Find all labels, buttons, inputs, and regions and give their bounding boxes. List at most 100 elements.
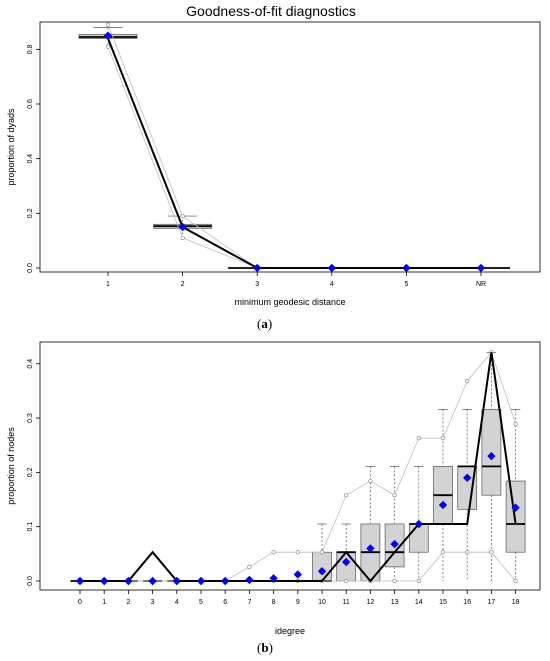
chart-b-mean-marker <box>317 567 327 576</box>
chart-b-ci-low-point <box>416 578 421 584</box>
chart-b-observed-line <box>80 352 517 583</box>
chart-b-ci-low-point <box>344 578 349 584</box>
chart-b-x-tick-label: 0 <box>78 599 82 606</box>
chart-a-ci-high-point <box>180 213 185 219</box>
chart-b-ci-high-point <box>368 478 373 484</box>
chart-b-x-tick-label: 5 <box>199 599 203 606</box>
caption-b-letter: b <box>261 640 269 655</box>
chart-b-mean-marker <box>342 557 351 567</box>
chart-b-ci-low-point <box>392 578 397 584</box>
chart-a-ci-low-line <box>107 46 481 269</box>
chart-b-ci-high-point <box>416 436 421 441</box>
chart-b: 0.00.10.20.30.40 1 2 3 4 5 6 7 8 9 10 11 12 13 14 15 16 1… <box>6 341 541 636</box>
chart-a-x-tick-label: 2 <box>181 281 185 288</box>
chart-b-y-axis-label: proportion of nodes <box>6 427 16 505</box>
chart-b-ci-low-point <box>513 578 518 584</box>
chart-b-x-tick-label: 18 <box>512 599 520 606</box>
chart-b-x-tick-label: 9 <box>296 599 300 606</box>
chart-b-x-tick-label: 6 <box>223 599 227 606</box>
chart-a-mean-marker <box>178 222 187 232</box>
chart-b-y-tick-label: 0.4 <box>27 359 34 369</box>
chart-a-x-tick-label: 1 <box>106 281 110 288</box>
chart-b-x-tick-label: 16 <box>463 599 471 606</box>
chart-b-mean-marker <box>293 570 302 579</box>
chart-a-x-tick-label: NR <box>476 281 486 288</box>
chart-b-mean-marker <box>245 575 254 585</box>
chart-a: 0.0 0.2 0.4 0.6 0.8 1 2 3 4 5 NR minimum geodesic d… <box>6 21 541 307</box>
chart-b-ci-high-point <box>513 421 518 427</box>
chart-b-mean-marker <box>511 503 520 512</box>
chart-a-mean-marker <box>402 263 411 273</box>
chart-b-box <box>408 523 429 553</box>
chart-b-ci-high-point <box>392 493 397 498</box>
chart-a-ci-low-point <box>105 44 111 49</box>
chart-b-ci-high-point <box>465 379 470 384</box>
chart-b-x-tick-label: 10 <box>318 599 326 606</box>
chart-b-x-tick-label: 1 <box>102 599 106 606</box>
chart-a-mean-marker <box>476 263 486 273</box>
chart-b-x-tick-label: 2 <box>126 599 130 606</box>
chart-a-x-axis-label: minimum geodesic distance <box>234 297 345 307</box>
chart-b-box <box>312 551 332 582</box>
chart-b-x-tick-label: 11 <box>343 599 350 606</box>
chart-b-plot-frame <box>39 341 541 591</box>
chart-a-mean-marker <box>327 263 336 273</box>
chart-a-ci-high-line <box>107 24 481 269</box>
chart-a-ci-high-point <box>105 22 111 27</box>
chart-b-x-tick-label: 13 <box>391 599 399 606</box>
figure-title: Goodness-of-fit diagnostics <box>186 3 356 19</box>
chart-b-box <box>505 480 526 553</box>
chart-b-mean-marker <box>75 576 85 586</box>
chart-b-mean-marker <box>172 576 181 586</box>
chart-a-y-tick-label: 0.6 <box>27 99 34 109</box>
chart-a-observed-line <box>107 38 481 269</box>
chart-b-x-tick-label: 3 <box>151 599 155 606</box>
chart-b-mean-marker <box>221 576 230 586</box>
chart-a-x-tick-label: 4 <box>330 281 334 288</box>
chart-b-mean-marker <box>414 519 423 529</box>
chart-b-ci-high-point <box>319 550 325 555</box>
chart-b-x-tick-label: 12 <box>367 599 375 606</box>
chart-b-mean-marker <box>269 574 278 583</box>
chart-a-x-tick-label: 3 <box>255 281 259 288</box>
chart-b-ci-high-point <box>247 564 252 569</box>
caption-a: (a) <box>257 316 273 331</box>
chart-b-mean-marker <box>390 539 399 549</box>
chart-b-y-tick-label: 0.3 <box>27 413 34 423</box>
chart-b-ci-high-point <box>271 550 276 555</box>
chart-b-mean-marker <box>124 576 133 586</box>
chart-b-ci-high-point <box>344 493 349 498</box>
chart-b-x-tick-label: 7 <box>247 599 251 606</box>
chart-b-mean-marker <box>463 473 472 482</box>
chart-b-mean-marker <box>100 576 109 586</box>
chart-b-y-tick-label: 0.1 <box>27 522 34 532</box>
chart-b-ci-high-point <box>295 550 300 555</box>
chart-b-x-tick-label: 15 <box>439 599 447 606</box>
chart-b-x-tick-label: 14 <box>415 599 423 606</box>
chart-a-plot-frame <box>39 21 541 273</box>
chart-b-ci-low-point <box>489 550 494 555</box>
chart-b-ci-high-point <box>440 436 446 441</box>
chart-a-x-tick-label: 5 <box>404 281 408 288</box>
chart-b-ci-low-point <box>440 550 446 555</box>
chart-b-x-tick-label: 17 <box>488 599 496 606</box>
chart-a-mean-marker <box>253 263 262 273</box>
chart-a-ci-low-point <box>180 235 185 241</box>
chart-b-ci-low-point <box>465 550 470 555</box>
chart-a-y-tick-label: 0.2 <box>27 208 34 218</box>
chart-b-mean-marker <box>148 576 157 586</box>
chart-a-y-tick-label: 0.0 <box>27 263 34 273</box>
chart-a-y-axis-label: proportion of dyads <box>6 108 16 186</box>
chart-a-y-tick-label: 0.8 <box>27 44 34 54</box>
chart-b-x-tick-label: 4 <box>175 599 179 606</box>
chart-b-mean-marker <box>196 576 206 586</box>
chart-b-mean-marker <box>438 500 448 510</box>
chart-a-mean-marker <box>103 31 113 40</box>
chart-b-mean-marker <box>366 544 375 553</box>
chart-a-y-tick-label: 0.4 <box>27 154 34 164</box>
caption-b: (b) <box>257 640 273 655</box>
caption-a-letter: a <box>261 316 268 331</box>
chart-b-y-tick-label: 0.0 <box>27 576 34 586</box>
chart-b-x-tick-label: 8 <box>272 599 276 606</box>
